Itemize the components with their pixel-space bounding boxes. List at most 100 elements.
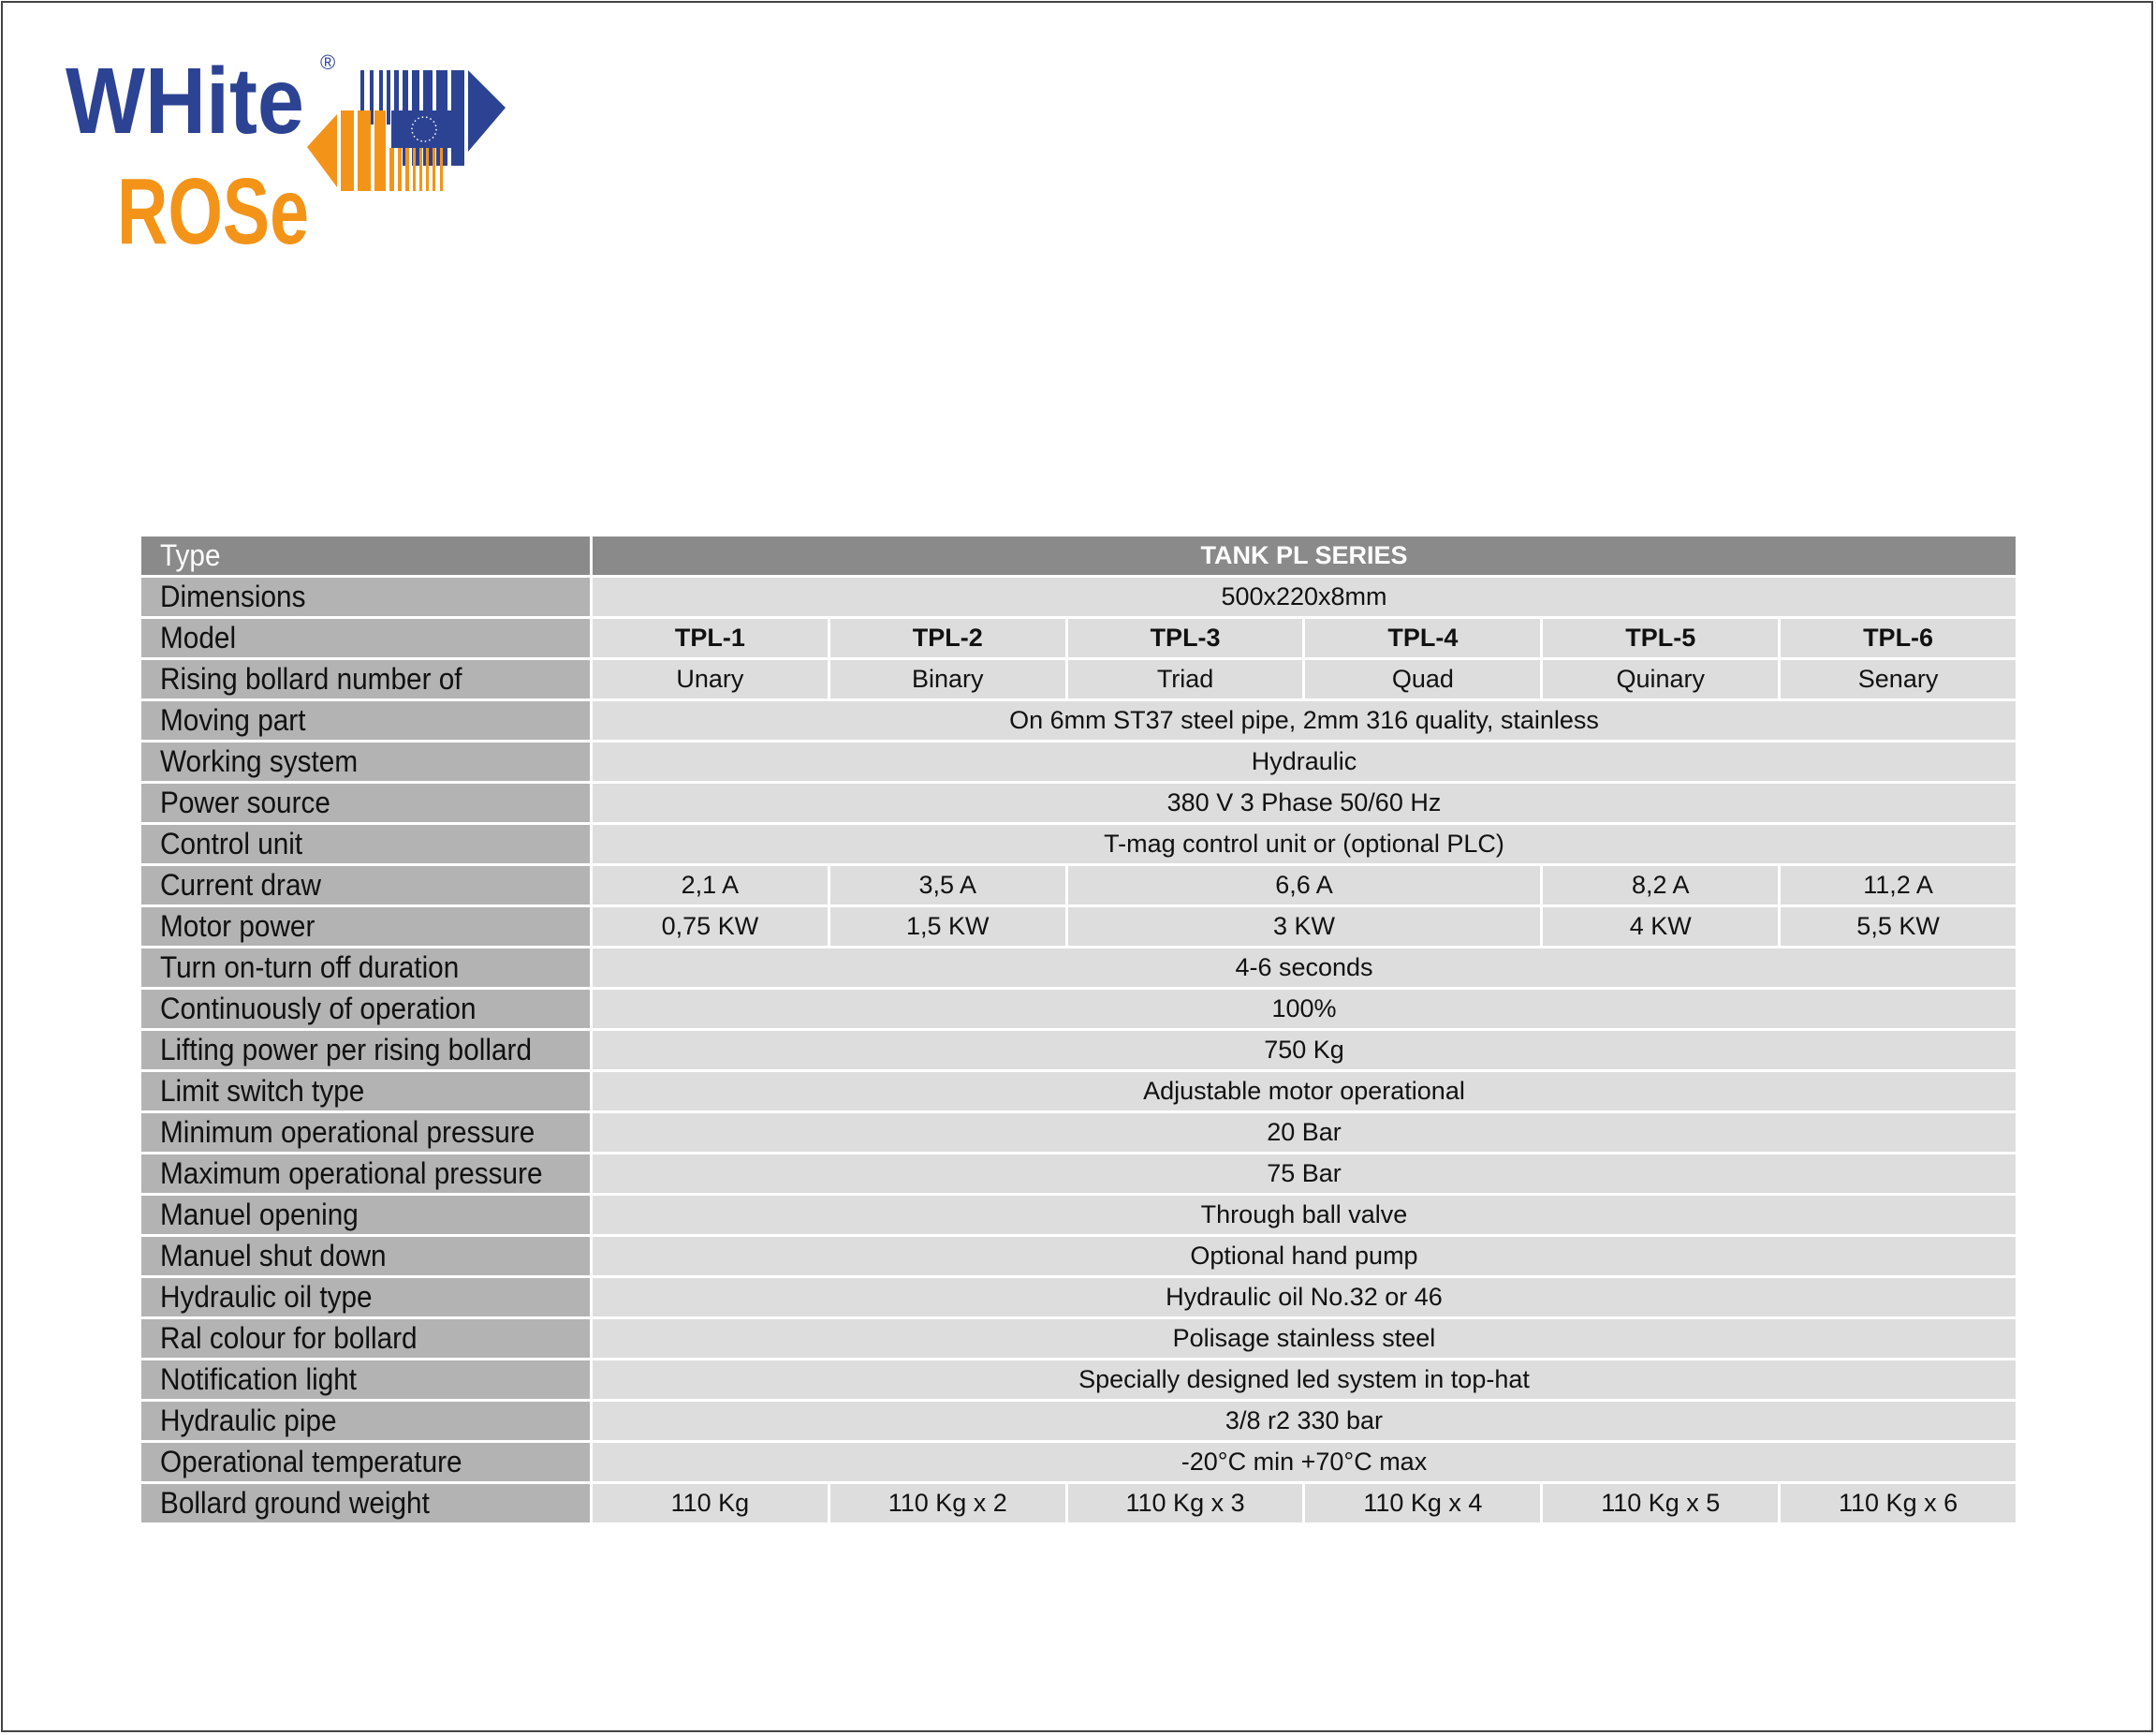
row-label-cell: Bollard ground weight <box>141 1484 590 1522</box>
row-value-cell: -20°C min +70°C max <box>593 1443 2016 1481</box>
row-value-cell: TPL-1 <box>593 619 828 657</box>
white-rose-logo: WHite ® ROSe <box>66 49 506 264</box>
row-value-cell: 11,2 A <box>1781 866 2016 904</box>
row-value-cell: 110 Kg x 6 <box>1781 1484 2016 1522</box>
row-label: Hydraulic pipe <box>160 1404 337 1437</box>
row-value-cell: 110 Kg <box>593 1484 828 1522</box>
row-label-cell: Minimum operational pressure <box>141 1113 590 1152</box>
row-label: Continuously of operation <box>160 992 477 1025</box>
row-value-cell: 8,2 A <box>1543 866 1779 904</box>
specification-table: Type TANK PL SERIES Dimensions 500x220x8m… <box>141 537 2016 1522</box>
row-value-cell: On 6mm ST37 steel pipe, 2mm 316 quality,… <box>593 701 2016 740</box>
row-label-cell: Moving part <box>141 701 590 740</box>
row-value-cell: Specially designed led system in top-hat <box>593 1360 2016 1399</box>
row-label-cell: Dimensions <box>141 578 590 616</box>
row-value-cell: 0,75 KW <box>593 907 828 946</box>
row-value-cell: Unary <box>593 660 828 698</box>
row-label-cell: Turn on-turn off duration <box>141 948 590 987</box>
series-title: TANK PL SERIES <box>593 537 2016 575</box>
row-label-cell: Model <box>141 619 590 657</box>
row-label-cell: Lifting power per rising bollard <box>141 1031 590 1069</box>
row-value-cell: Hydraulic oil No.32 or 46 <box>593 1278 2016 1316</box>
registered-mark: ® <box>320 51 335 74</box>
row-label: Turn on-turn off duration <box>160 950 460 984</box>
row-value-cell: 4-6 seconds <box>593 948 2016 987</box>
row-value-cell: 500x220x8mm <box>593 578 2016 616</box>
row-label-cell: Working system <box>141 743 590 781</box>
row-label-cell: Operational temperature <box>141 1443 590 1481</box>
row-value-cell: 5,5 KW <box>1781 907 2016 946</box>
row-label-cell: Current draw <box>141 866 590 904</box>
row-value-cell: 110 Kg x 5 <box>1543 1484 1779 1522</box>
logo-text-white: WHite <box>66 49 304 154</box>
row-label: Working system <box>160 744 359 778</box>
row-value-cell: 1,5 KW <box>829 907 1065 946</box>
row-value-cell: 6,6 A <box>1067 866 1541 904</box>
header-label: Type <box>160 538 221 572</box>
row-label-cell: Motor power <box>141 907 590 946</box>
row-value-cell: 380 V 3 Phase 50/60 Hz <box>593 784 2016 822</box>
row-value-cell: Triad <box>1067 660 1303 698</box>
row-label: Notification light <box>160 1362 358 1396</box>
row-label-cell: Manuel shut down <box>141 1237 590 1275</box>
row-value-cell: TPL-4 <box>1305 619 1541 657</box>
row-value-cell: 20 Bar <box>593 1113 2016 1152</box>
row-value-cell: 3/8 r2 330 bar <box>593 1402 2016 1440</box>
row-value-cell: TPL-6 <box>1781 619 2016 657</box>
row-label-cell: Hydraulic pipe <box>141 1402 590 1440</box>
row-value-cell: 75 Bar <box>593 1154 2016 1193</box>
row-label: Dimensions <box>160 580 306 613</box>
row-value-cell: Hydraulic <box>593 743 2016 781</box>
row-value-cell: Through ball valve <box>593 1196 2016 1234</box>
row-label: Lifting power per rising bollard <box>160 1033 533 1066</box>
row-value-cell: Quad <box>1305 660 1541 698</box>
row-label-cell: Manuel opening <box>141 1196 590 1234</box>
row-label-cell: Continuously of operation <box>141 990 590 1028</box>
logo-text-rose: ROSe <box>117 159 309 264</box>
row-value-cell: Senary <box>1781 660 2016 698</box>
row-label: Ral colour for bollard <box>160 1321 418 1355</box>
row-value-cell: 4 KW <box>1543 907 1779 946</box>
logo-barcode-arrow-icon <box>307 70 506 191</box>
row-value-cell: Binary <box>829 660 1065 698</box>
row-label: Rising bollard number of <box>160 662 462 696</box>
row-label: Operational temperature <box>160 1445 462 1478</box>
row-value-cell: Optional hand pump <box>593 1237 2016 1275</box>
row-value-cell: TPL-3 <box>1067 619 1303 657</box>
row-label: Manuel shut down <box>160 1239 387 1272</box>
row-label: Moving part <box>160 703 306 737</box>
row-label: Motor power <box>160 909 315 943</box>
row-label: Model <box>160 621 237 654</box>
row-label-cell: Limit switch type <box>141 1072 590 1110</box>
row-label-cell: Hydraulic oil type <box>141 1278 590 1316</box>
row-label: Manuel opening <box>160 1198 359 1231</box>
row-label: Minimum operational pressure <box>160 1115 535 1149</box>
row-value-cell: TPL-5 <box>1543 619 1779 657</box>
row-value-cell: Quinary <box>1543 660 1779 698</box>
row-label-cell: Power source <box>141 784 590 822</box>
row-label: Current draw <box>160 868 322 902</box>
row-label: Limit switch type <box>160 1074 365 1108</box>
row-value-cell: 750 Kg <box>593 1031 2016 1069</box>
row-value-cell: 100% <box>593 990 2016 1028</box>
row-label-cell: Notification light <box>141 1360 590 1399</box>
row-value-cell: 110 Kg x 2 <box>829 1484 1065 1522</box>
row-label-cell: Ral colour for bollard <box>141 1319 590 1358</box>
row-label: Power source <box>160 786 330 819</box>
header-label-cell: Type <box>141 537 590 575</box>
row-value-cell: 3,5 A <box>829 866 1065 904</box>
row-value-cell: 110 Kg x 3 <box>1067 1484 1303 1522</box>
row-value-cell: Adjustable motor operational <box>593 1072 2016 1110</box>
row-value-cell: T-mag control unit or (optional PLC) <box>593 825 2016 863</box>
row-label: Control unit <box>160 827 303 860</box>
row-label-cell: Maximum operational pressure <box>141 1154 590 1193</box>
row-label: Hydraulic oil type <box>160 1280 373 1314</box>
row-value-cell: 2,1 A <box>593 866 828 904</box>
row-value-cell: Polisage stainless steel <box>593 1319 2016 1358</box>
row-value-cell: TPL-2 <box>829 619 1065 657</box>
row-value-cell: 3 KW <box>1067 907 1541 946</box>
row-label-cell: Control unit <box>141 825 590 863</box>
row-label: Bollard ground weight <box>160 1486 430 1520</box>
row-label: Maximum operational pressure <box>160 1156 543 1190</box>
